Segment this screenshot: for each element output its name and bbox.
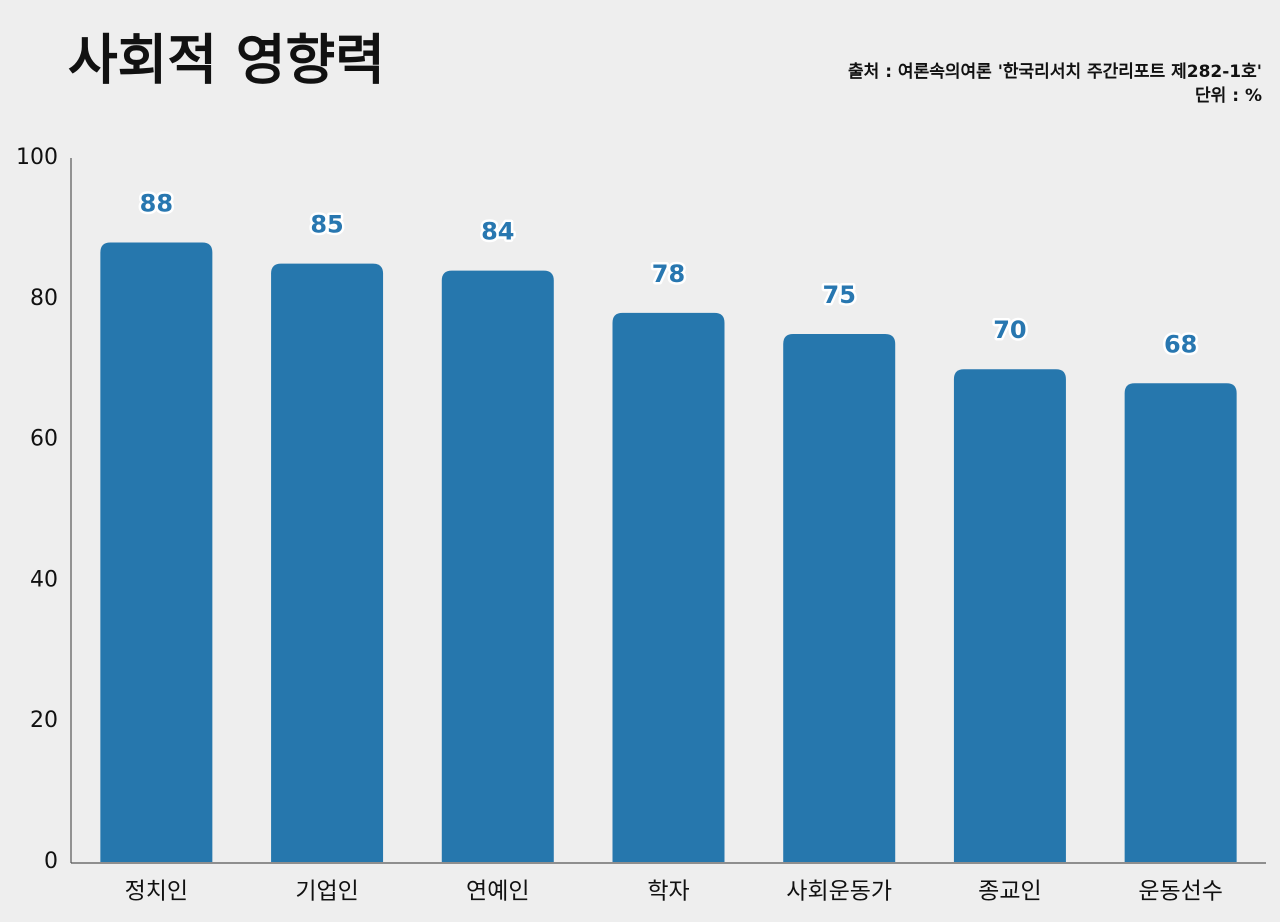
x-tick-label: 운동선수 bbox=[1138, 879, 1223, 905]
source: 출처 : 여론속의여론 '한국리서치 주간리포트 제282-1호' bbox=[848, 62, 1262, 82]
y-tick-label: 60 bbox=[30, 427, 58, 452]
y-tick-label: 100 bbox=[16, 145, 58, 170]
value-label: 78 bbox=[652, 260, 685, 288]
x-tick-label: 학자 bbox=[647, 879, 689, 905]
x-tick-label: 사회운동가 bbox=[786, 879, 892, 905]
y-tick-label: 20 bbox=[30, 708, 58, 733]
y-tick-label: 0 bbox=[44, 849, 58, 874]
bar bbox=[271, 263, 384, 863]
bar bbox=[1124, 383, 1237, 862]
value-label: 85 bbox=[310, 211, 343, 239]
x-tick-label: 정치인 bbox=[125, 879, 188, 905]
bar bbox=[783, 334, 896, 862]
y-tick-label: 80 bbox=[30, 286, 58, 311]
bar bbox=[953, 369, 1066, 862]
bar bbox=[612, 312, 725, 862]
chart-title: 사회적 영향력 bbox=[68, 29, 385, 92]
unit: 단위 : % bbox=[1195, 86, 1262, 106]
y-tick-label: 40 bbox=[30, 567, 58, 592]
x-tick-label: 종교인 bbox=[978, 879, 1041, 905]
x-tick-label: 기업인 bbox=[295, 879, 358, 905]
x-tick-label: 연예인 bbox=[466, 879, 529, 905]
value-label: 88 bbox=[140, 189, 173, 217]
bar bbox=[100, 242, 213, 863]
value-label: 68 bbox=[1164, 330, 1197, 358]
value-label: 70 bbox=[993, 316, 1026, 344]
value-label: 75 bbox=[823, 281, 856, 309]
value-label: 84 bbox=[481, 218, 514, 246]
bar bbox=[441, 270, 554, 862]
